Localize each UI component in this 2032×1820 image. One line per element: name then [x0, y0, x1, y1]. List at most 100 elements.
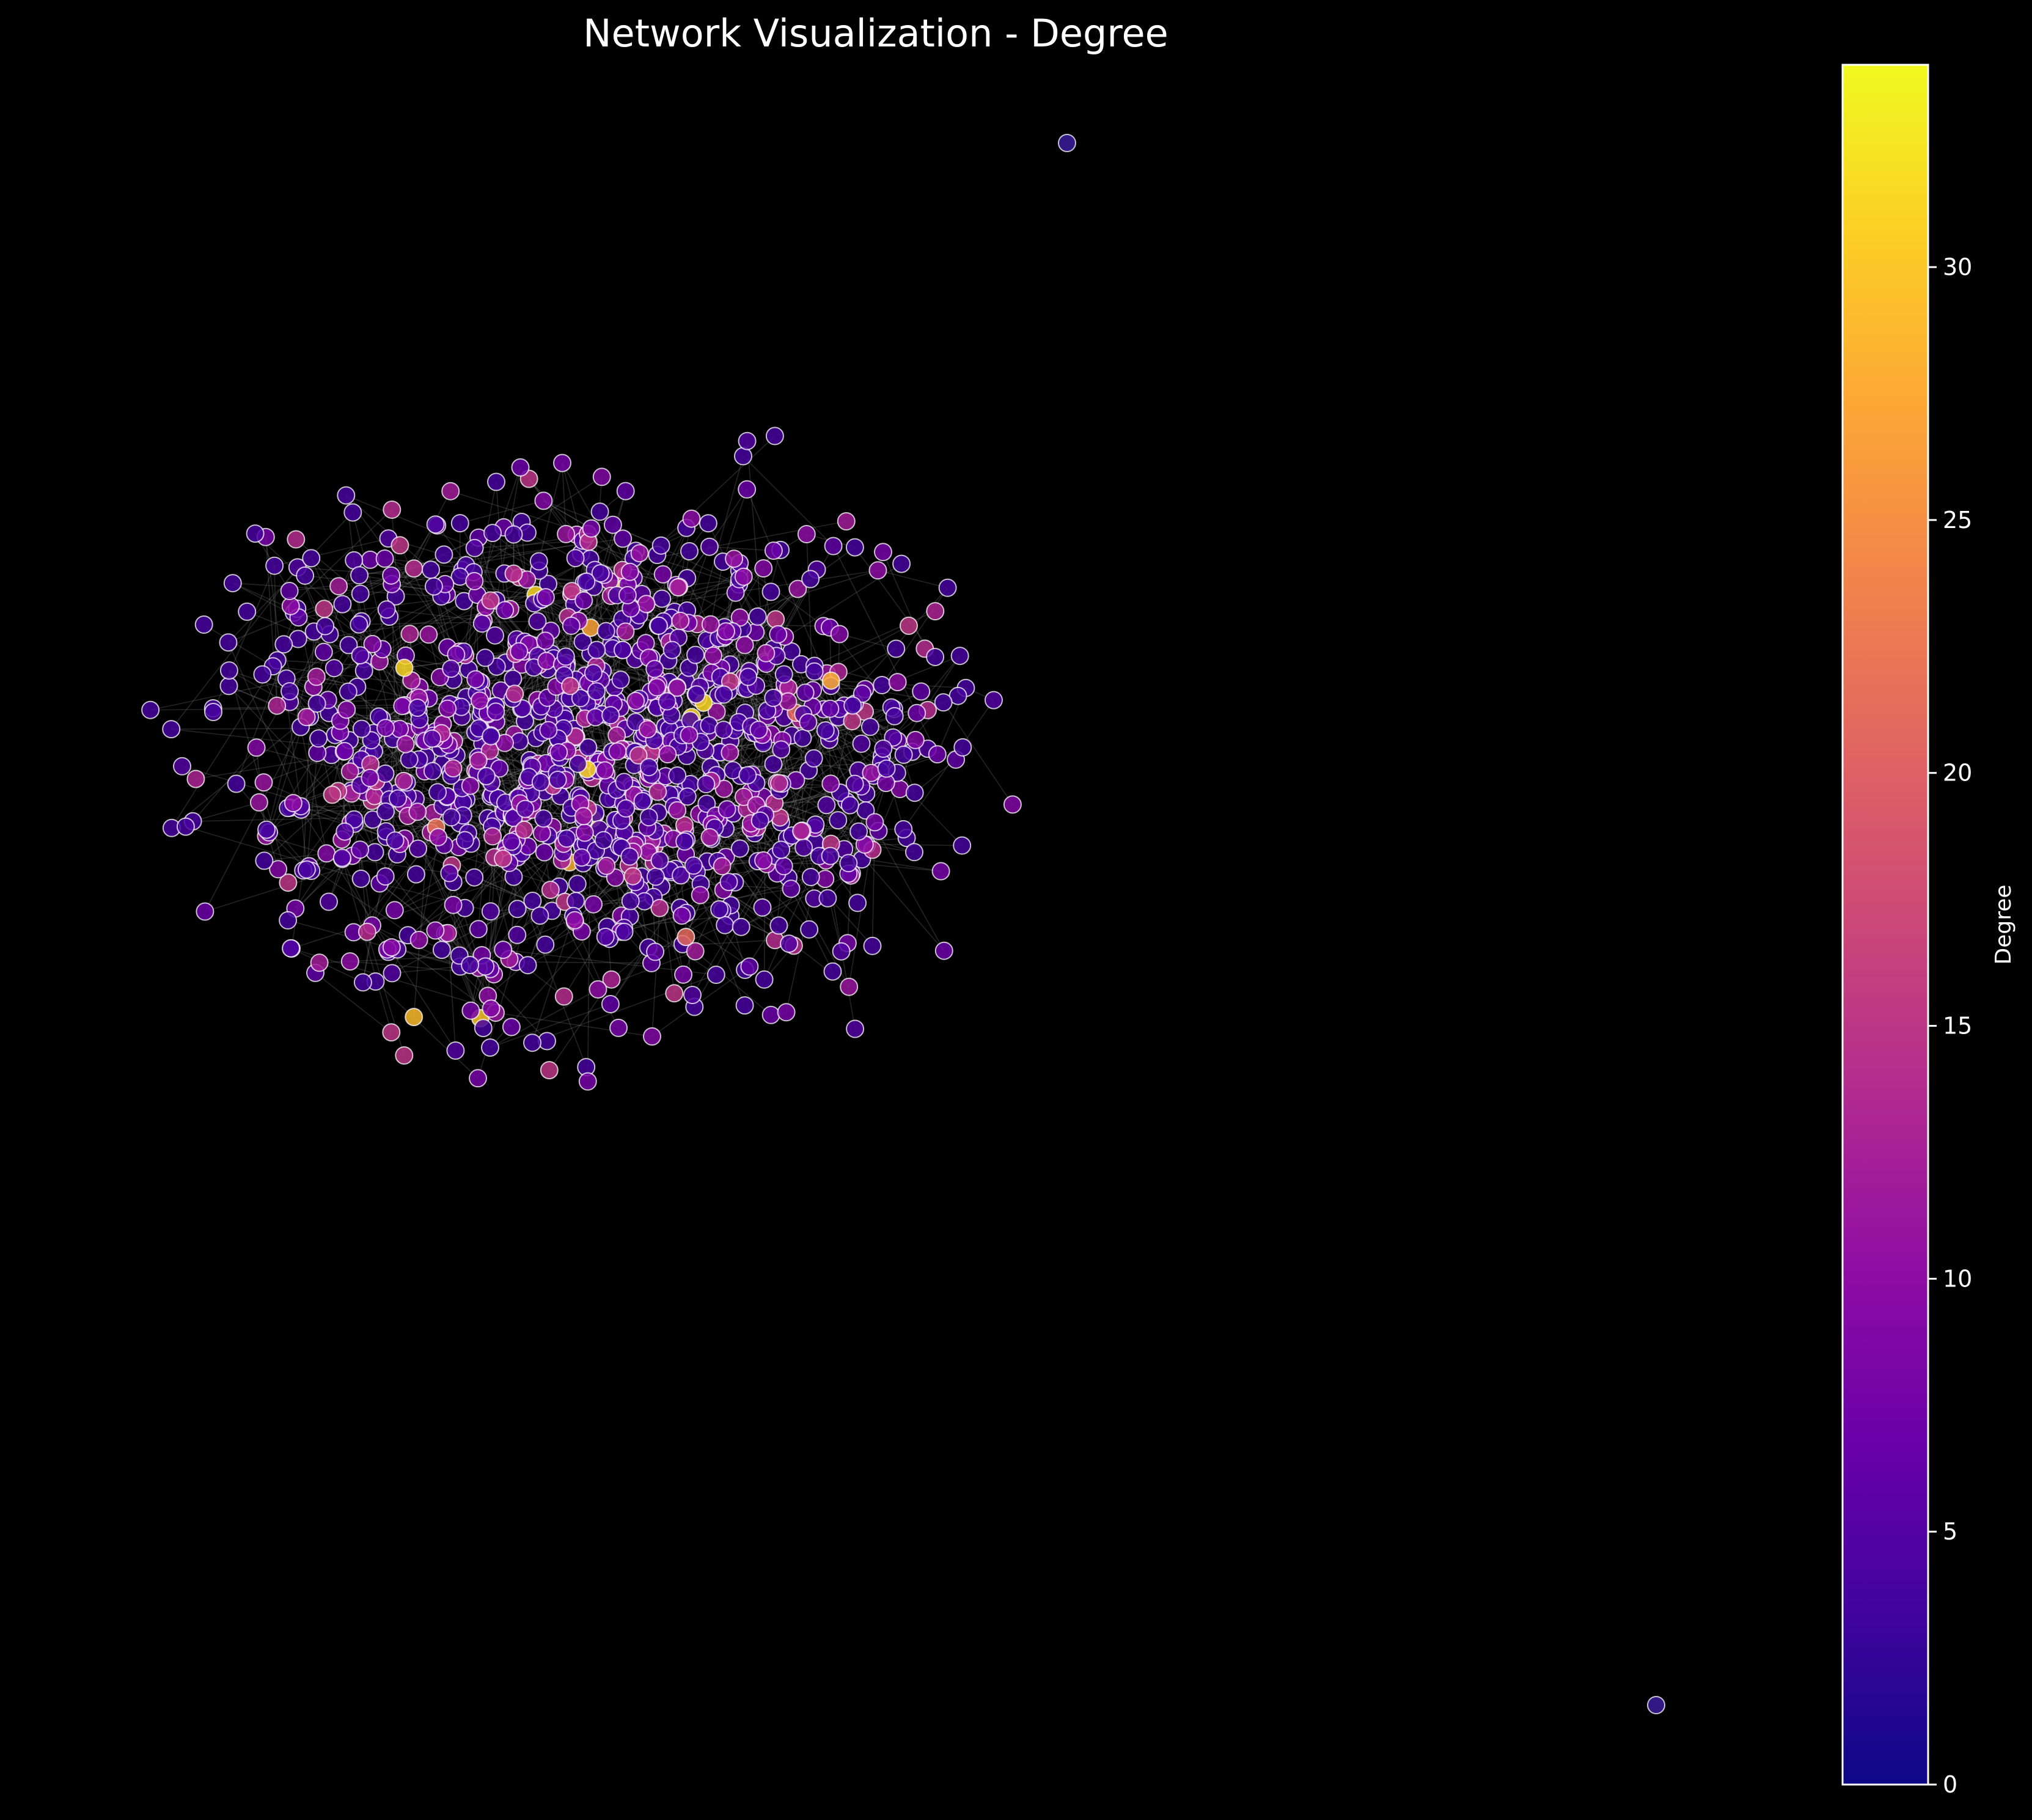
network-node [405, 560, 422, 577]
network-node [496, 601, 513, 618]
network-node [651, 900, 668, 917]
network-node [908, 705, 925, 722]
network-node [541, 1062, 558, 1079]
network-node [598, 623, 615, 640]
network-node [684, 986, 701, 1004]
network-node [749, 608, 766, 625]
network-node [447, 1042, 464, 1059]
network-node [408, 866, 425, 883]
network-node [953, 837, 970, 854]
network-node [824, 963, 842, 980]
network-node [409, 840, 427, 857]
network-node [675, 966, 692, 983]
network-node [771, 775, 788, 792]
network-node [508, 927, 526, 944]
network-node [336, 743, 353, 760]
network-node [238, 603, 255, 620]
network-node [484, 524, 501, 541]
network-node [356, 662, 373, 680]
network-node [350, 616, 367, 633]
network-node [435, 546, 452, 563]
network-node [823, 672, 840, 689]
colorbar-tick-label: 10 [1943, 1265, 1972, 1292]
network-node [445, 760, 462, 777]
network-node [445, 897, 462, 914]
network-node [462, 1002, 479, 1019]
network-node [822, 775, 839, 792]
network-node [849, 894, 866, 911]
network-node [378, 601, 395, 618]
network-node [783, 880, 800, 897]
network-node [433, 941, 450, 958]
network-node [477, 649, 494, 666]
network-node [711, 901, 728, 918]
network-node [344, 504, 361, 521]
network-node [377, 868, 394, 885]
network-node [700, 515, 717, 532]
network-node [638, 595, 655, 612]
network-node [578, 573, 595, 590]
colorbar-tick-label: 30 [1943, 254, 1972, 281]
network-node [429, 783, 446, 801]
network-node [575, 807, 592, 824]
network-node [484, 827, 501, 845]
network-node [763, 1007, 780, 1024]
network-node [409, 699, 426, 716]
network-node [801, 921, 818, 938]
network-node [893, 556, 910, 573]
colorbar-tick-label: 15 [1943, 1013, 1972, 1040]
network-node [719, 801, 736, 818]
network-node [844, 697, 861, 714]
network-node [557, 526, 574, 543]
network-node [900, 617, 917, 634]
network-node [477, 958, 494, 975]
network-node [469, 1070, 486, 1087]
network-node [585, 664, 602, 681]
network-node [557, 648, 574, 665]
network-node [766, 427, 783, 444]
network-node [317, 618, 334, 635]
network-node [739, 767, 756, 784]
network-node [401, 751, 418, 768]
network-node [310, 730, 327, 747]
network-node [646, 661, 663, 678]
network-node [653, 537, 670, 554]
network-node [377, 765, 394, 782]
network-node [821, 700, 838, 717]
network-node [755, 560, 772, 577]
network-node [697, 776, 714, 793]
network-node [840, 978, 857, 996]
network-node [818, 796, 835, 813]
network-node [585, 896, 602, 913]
network-node [716, 917, 733, 934]
network-node [402, 625, 419, 642]
network-node [583, 520, 600, 537]
network-node [330, 578, 347, 595]
network-node [736, 997, 754, 1014]
network-node [739, 433, 756, 450]
network-node [420, 626, 437, 643]
network-node [470, 752, 487, 769]
network-node [320, 893, 337, 911]
network-node [622, 892, 639, 909]
network-node [598, 857, 615, 875]
network-node [765, 689, 782, 706]
network-node [361, 769, 378, 787]
network-node [767, 611, 784, 628]
chart-title: Network Visualization - Degree [583, 11, 1168, 56]
network-node [846, 1021, 864, 1038]
network-node [353, 721, 370, 738]
network-edge [878, 570, 948, 588]
network-node [625, 868, 642, 885]
network-node [509, 900, 526, 917]
network-node [384, 964, 401, 982]
network-node [482, 728, 499, 745]
network-node [754, 899, 771, 916]
network-node [425, 578, 442, 595]
network-node [866, 813, 883, 831]
network-node [846, 539, 864, 556]
network-node [503, 1018, 520, 1035]
